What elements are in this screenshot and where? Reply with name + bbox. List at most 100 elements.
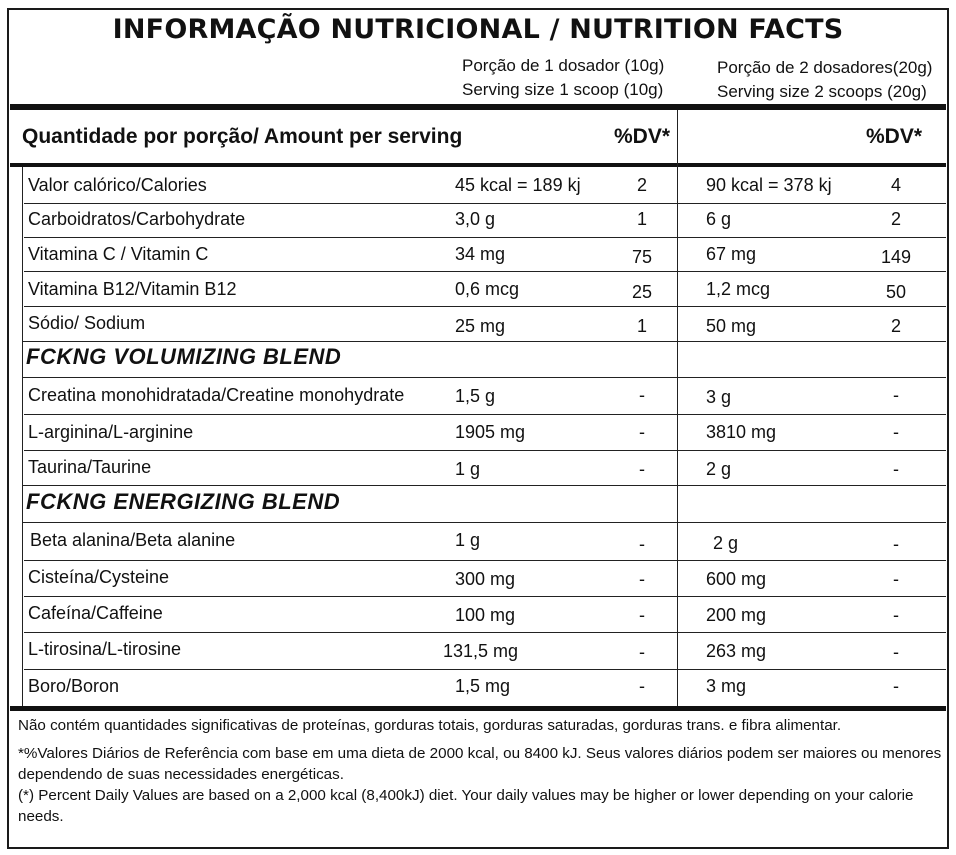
amount-per-serving-label: Quantidade por porção/ Amount per servin… (22, 125, 463, 148)
row-divider (24, 237, 946, 238)
row-divider (24, 450, 946, 451)
value-serving-1: 100 mg (455, 605, 516, 625)
table-row: Beta alanina/Beta alanine 1 g - 2 g - (0, 525, 956, 559)
table-row: Cisteína/Cysteine 300 mg - 600 mg - (0, 562, 956, 596)
top-thick-divider (10, 104, 946, 110)
value-serving-2: 263 mg (706, 641, 767, 661)
nutrient-name: Creatina monohidratada/Creatine monohydr… (28, 385, 405, 405)
serving-2-line-pt: Porção de 2 dosadores(20g) (717, 58, 933, 77)
dv-serving-1: - (639, 642, 645, 662)
table-row: Valor calórico/Calories 45 kcal = 189 kj… (0, 170, 956, 204)
row-divider (22, 485, 946, 486)
value-serving-2: 50 mg (706, 316, 757, 336)
value-serving-1: 45 kcal = 189 kj (455, 175, 581, 195)
table-row: Carboidratos/Carbohydrate 3,0 g 1 6 g 2 (0, 204, 956, 238)
footnote-no-significant-amounts: Não contém quantidades significativas de… (18, 717, 842, 734)
dv-serving-1: - (639, 534, 645, 554)
dv-header-serving-1: %DV* (614, 125, 671, 148)
dv-serving-1: - (639, 569, 645, 589)
energizing-blend-title: FCKNG ENERGIZING BLEND (26, 489, 341, 514)
value-serving-1: 1 g (455, 530, 481, 550)
column-divider (677, 110, 678, 706)
row-divider (24, 414, 946, 415)
dv-header-serving-2: %DV* (866, 125, 923, 148)
dv-serving-2: - (893, 385, 899, 405)
nutrient-name: L-arginina/L-arginine (28, 422, 194, 442)
row-divider (24, 596, 946, 597)
value-serving-2: 3 g (706, 387, 732, 407)
dv-serving-2: 149 (880, 247, 912, 267)
bottom-thick-divider (10, 706, 946, 711)
serving-size-two-scoops: Porção de 2 dosadores(20g) Serving size … (717, 56, 932, 104)
nutrient-name: Boro/Boron (28, 676, 120, 696)
row-divider (24, 203, 946, 204)
dv-serving-2: 2 (890, 209, 901, 229)
nutrition-label-frame (7, 8, 949, 849)
row-divider (24, 306, 946, 307)
value-serving-2: 2 g (706, 459, 732, 479)
dv-serving-2: - (893, 569, 899, 589)
label-title: INFORMAÇÃO NUTRICIONAL / NUTRITION FACTS (112, 14, 844, 45)
table-row: Vitamina C / Vitamin C 34 mg 75 67 mg 14… (0, 239, 956, 273)
value-serving-2: 2 g (713, 533, 739, 553)
dv-serving-2: - (893, 676, 899, 696)
dv-serving-1: - (639, 385, 645, 405)
value-serving-2: 3 mg (706, 676, 747, 696)
nutrient-name: L-tirosina/L-tirosine (28, 639, 182, 659)
dv-serving-1: - (639, 605, 645, 625)
row-divider (22, 377, 946, 378)
table-row: Sódio/ Sodium 25 mg 1 50 mg 2 (0, 308, 956, 342)
table-row: Cafeína/Caffeine 100 mg - 200 mg - (0, 598, 956, 632)
nutrient-name: Beta alanina/Beta alanine (30, 530, 236, 550)
value-serving-1: 1905 mg (455, 422, 526, 442)
nutrient-name: Carboidratos/Carbohydrate (28, 209, 246, 229)
value-serving-1: 25 mg (455, 316, 506, 336)
value-serving-1: 1,5 mg (455, 676, 511, 696)
dv-serving-1: - (639, 676, 645, 696)
footnote-daily-values-en: (*) Percent Daily Values are based on a … (18, 787, 914, 825)
header-thick-divider (10, 163, 946, 167)
nutrient-name: Vitamina C / Vitamin C (28, 244, 209, 264)
volumizing-blend-title: FCKNG VOLUMIZING BLEND (26, 344, 342, 369)
dv-serving-1: 2 (636, 175, 647, 195)
footnotes: Não contém quantidades significativas de… (18, 715, 943, 827)
table-row: Taurina/Taurine 1 g - 2 g - (0, 452, 956, 486)
table-row: L-tirosina/L-tirosine 131,5 mg - 263 mg … (0, 634, 956, 668)
dv-serving-2: - (893, 422, 899, 442)
table-left-border (22, 167, 23, 706)
value-serving-2: 200 mg (706, 605, 767, 625)
dv-serving-1: 75 (631, 247, 653, 267)
nutrient-name: Cafeína/Caffeine (28, 603, 163, 623)
nutrient-name: Vitamina B12/Vitamin B12 (28, 279, 237, 299)
serving-2-line-en: Serving size 2 scoops (20g) (717, 82, 927, 101)
serving-1-line-pt: Porção de 1 dosador (10g) (462, 56, 665, 75)
dv-serving-1: - (639, 422, 645, 442)
amount-per-serving-header: Quantidade por porção/ Amount per servin… (22, 125, 942, 159)
dv-serving-1: 25 (631, 282, 653, 302)
value-serving-1: 131,5 mg (443, 641, 519, 661)
table-row: Creatina monohidratada/Creatine monohydr… (0, 380, 956, 414)
value-serving-1: 300 mg (455, 569, 516, 589)
value-serving-1: 1,5 g (455, 386, 496, 406)
table-row: L-arginina/L-arginine 1905 mg - 3810 mg … (0, 417, 956, 451)
value-serving-2: 90 kcal = 378 kj (706, 175, 832, 195)
value-serving-1: 34 mg (455, 244, 506, 264)
row-divider (24, 271, 946, 272)
dv-serving-1: 1 (636, 316, 647, 336)
footnote-daily-values-pt: *%Valores Diários de Referência com base… (18, 745, 942, 783)
value-serving-2: 1,2 mcg (706, 279, 771, 299)
row-divider (22, 341, 946, 342)
value-serving-1: 0,6 mcg (455, 279, 520, 299)
nutrient-name: Taurina/Taurine (28, 457, 152, 477)
value-serving-1: 3,0 g (455, 209, 496, 229)
nutrient-name: Cisteína/Cysteine (28, 567, 170, 587)
value-serving-2: 67 mg (706, 244, 757, 264)
dv-serving-2: - (893, 534, 899, 554)
value-serving-2: 6 g (706, 209, 732, 229)
row-divider (24, 632, 946, 633)
table-row: Vitamina B12/Vitamin B12 0,6 mcg 25 1,2 … (0, 274, 956, 308)
dv-serving-2: 50 (885, 282, 907, 302)
dv-serving-2: - (893, 605, 899, 625)
dv-serving-1: 1 (636, 209, 647, 229)
dv-serving-2: 2 (890, 316, 901, 336)
